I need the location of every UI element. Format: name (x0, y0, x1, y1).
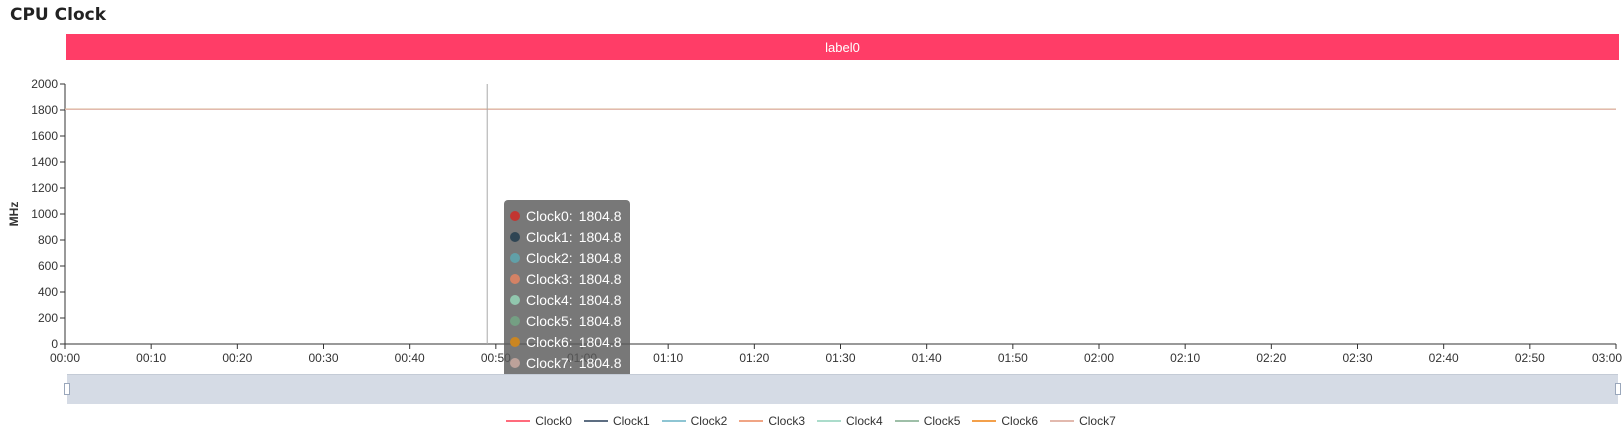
slider-handle-right[interactable] (1615, 383, 1621, 395)
legend-item-clock3[interactable]: Clock3 (739, 413, 805, 429)
page-title: CPU Clock (10, 5, 107, 25)
x-tick-label: 00:30 (308, 351, 338, 365)
legend-item-clock4[interactable]: Clock4 (817, 413, 883, 429)
x-tick-label: 01:50 (998, 351, 1028, 365)
tooltip-value: 1804.8 (578, 291, 622, 308)
legend-item-clock2[interactable]: Clock2 (661, 413, 728, 429)
y-tick-label: 200 (38, 311, 58, 325)
tooltip-series-name: Clock4: (526, 291, 573, 308)
tooltip-color-dot (510, 273, 520, 284)
slider-handle-left[interactable] (64, 383, 70, 395)
y-tick-label: 600 (38, 259, 58, 273)
tooltip-row: Clock4: 1804.8 (510, 289, 624, 310)
y-tick-label: 2000 (31, 77, 58, 91)
x-tick-label: 00:00 (50, 351, 80, 365)
tooltip-series-name: Clock1: (526, 228, 573, 245)
legend-line-icon (817, 420, 841, 422)
legend-item-clock6[interactable]: Clock6 (972, 413, 1038, 429)
y-tick-label: 1400 (31, 155, 58, 169)
y-tick-label: 400 (38, 285, 58, 299)
legend-line-icon (583, 420, 608, 422)
legend-label: Clock3 (768, 414, 805, 428)
y-axis: 0 200 400 600 800 1000 1200 1400 1600 1800 2000 (31, 77, 66, 351)
legend-item-clock7[interactable]: Clock7 (1050, 413, 1116, 429)
tooltip-color-dot (510, 210, 520, 221)
tooltip-value: 1804.8 (578, 228, 622, 245)
tooltip-row: Clock0: 1804.8 (510, 205, 624, 226)
tooltip-color-dot (510, 315, 520, 326)
tooltip-row: Clock7: 1804.8 (510, 352, 624, 373)
tooltip-color-dot (510, 336, 520, 347)
cpu-clock-chart: 0 200 400 600 800 1000 1200 1400 1600 1800 2000 00… (7, 77, 1622, 365)
legend-label: Clock7 (1079, 414, 1116, 428)
legend-label: Clock2 (690, 414, 728, 428)
tooltip-series-name: Clock2: (526, 249, 573, 266)
x-tick-label: 02:30 (1342, 351, 1372, 365)
x-tick-label: 00:10 (136, 351, 166, 365)
x-tick-label: 00:20 (222, 351, 252, 365)
x-tick-label: 01:30 (825, 351, 855, 365)
legend-item-clock0[interactable]: Clock0 (506, 413, 572, 429)
x-tick-label: 01:10 (653, 351, 683, 365)
tooltip-value: 1804.8 (578, 312, 622, 329)
y-tick-label: 1800 (31, 103, 58, 117)
x-tick-label: 02:20 (1256, 351, 1286, 365)
x-tick-label: 02:00 (1084, 351, 1114, 365)
tooltip-series-name: Clock5: (526, 312, 573, 329)
x-tick-label: 03:00 (1592, 351, 1622, 365)
tooltip-series-name: Clock3: (526, 270, 573, 287)
y-tick-label: 1000 (31, 207, 58, 221)
legend-label: Clock5 (923, 414, 961, 428)
tooltip-row: Clock1: 1804.8 (510, 226, 624, 247)
x-tick-label: 02:50 (1515, 351, 1545, 365)
tooltip-value: 1804.8 (578, 249, 622, 266)
series-label-banner: label0 (66, 34, 1619, 60)
legend-label: Clock1 (612, 414, 650, 428)
legend-line-icon (739, 420, 764, 422)
y-tick-label: 0 (51, 337, 58, 351)
tooltip-series-name: Clock7: (526, 354, 573, 371)
tooltip-value: 1804.8 (578, 207, 622, 224)
tooltip-value: 1804.8 (578, 333, 622, 350)
tooltip-color-dot (510, 231, 520, 242)
tooltip-color-dot (510, 357, 520, 368)
legend-item-clock1[interactable]: Clock1 (583, 413, 650, 429)
x-tick-label: 01:40 (912, 351, 942, 365)
legend-label: Clock6 (1001, 414, 1039, 428)
y-tick-label: 800 (38, 233, 58, 247)
x-tick-label: 02:40 (1429, 351, 1459, 365)
legend-item-clock5[interactable]: Clock5 (894, 413, 961, 429)
x-axis: 00:0000:1000:2000:3000:4000:5001:0001:10… (50, 343, 1622, 365)
banner-label: label0 (825, 39, 860, 55)
tooltip-series-name: Clock0: (526, 207, 573, 224)
legend-line-icon (506, 420, 531, 422)
y-tick-label: 1600 (31, 129, 58, 143)
tooltip-row: Clock2: 1804.8 (510, 247, 624, 268)
legend-line-icon (1050, 420, 1075, 422)
legend-label: Clock4 (846, 414, 883, 428)
tooltip-row: Clock5: 1804.8 (510, 310, 624, 331)
y-tick-label: 1200 (31, 181, 58, 195)
legend-label: Clock0 (535, 414, 572, 428)
x-tick-label: 01:20 (739, 351, 769, 365)
tooltip: Clock0: 1804.8 Clock1: 1804.8 Clock2: 1804.8 C… (504, 200, 630, 378)
tooltip-value: 1804.8 (578, 270, 622, 287)
legend-line-icon (894, 420, 919, 422)
x-tick-label: 00:50 (481, 351, 511, 365)
tooltip-color-dot (510, 252, 520, 263)
tooltip-series-name: Clock6: (526, 333, 573, 350)
legend-line-icon (972, 420, 997, 422)
legend: Clock0 Clock1 Clock2 Clock3 Clock4 Clock5 Cloc… (0, 413, 1622, 429)
time-range-slider[interactable] (64, 374, 1621, 404)
tooltip-value: 1804.8 (578, 354, 622, 371)
x-tick-label: 02:10 (1170, 351, 1200, 365)
tooltip-row: Clock6: 1804.8 (510, 331, 624, 352)
legend-line-icon (661, 420, 686, 422)
tooltip-row: Clock3: 1804.8 (510, 268, 624, 289)
y-axis-label: MHz (7, 202, 21, 227)
x-tick-label: 00:40 (395, 351, 425, 365)
tooltip-color-dot (510, 294, 520, 305)
